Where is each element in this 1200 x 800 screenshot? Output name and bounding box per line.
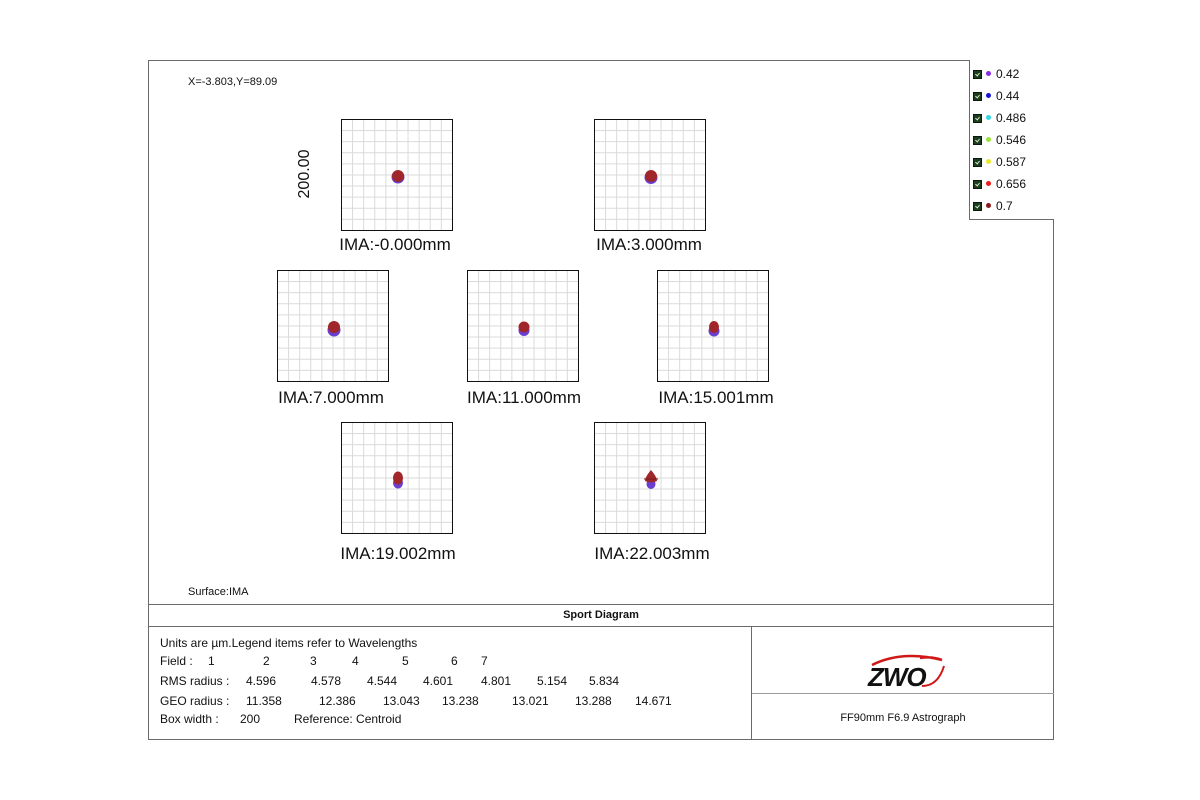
wavelength-legend: 0.42 0.44 0.486 0.546 0.587 0.656 0.7 <box>969 60 1054 220</box>
divider <box>752 693 1054 694</box>
box-size-label: 200.00 <box>296 149 313 199</box>
zwo-logo: ZWO <box>867 654 945 692</box>
legend-item[interactable]: 0.486 <box>970 110 1054 128</box>
field-label: IMA:11.000mm <box>466 388 582 407</box>
divider <box>751 627 752 740</box>
spot-box-field-6 <box>341 422 453 534</box>
legend-dot-icon <box>986 71 991 76</box>
checkbox-icon[interactable] <box>973 70 982 79</box>
legend-dot-icon <box>986 93 991 98</box>
field-label: IMA:19.002mm <box>340 544 456 563</box>
diagram-title: Sport Diagram <box>563 609 639 621</box>
svg-text:ZWO: ZWO <box>867 662 926 692</box>
legend-item[interactable]: 0.7 <box>970 198 1054 216</box>
spot-pattern <box>644 470 658 489</box>
field-label: IMA:15.001mm <box>658 388 774 407</box>
plot-frame <box>148 60 1054 740</box>
spot-pattern <box>708 321 720 337</box>
spot-box-field-7 <box>594 422 706 534</box>
checkbox-icon[interactable] <box>973 202 982 211</box>
spot-pattern <box>644 170 658 184</box>
legend-item[interactable]: 0.546 <box>970 132 1054 150</box>
legend-dot-icon <box>986 115 991 120</box>
legend-dot-icon <box>986 137 991 142</box>
field-label: IMA:7.000mm <box>278 388 384 407</box>
checkbox-icon[interactable] <box>973 114 982 123</box>
legend-item[interactable]: 0.587 <box>970 154 1054 172</box>
spot-box-field-1 <box>341 119 453 231</box>
spot-pattern <box>393 471 403 489</box>
spot-box-field-2 <box>594 119 706 231</box>
diagram-title-bar: Sport Diagram <box>148 604 1054 627</box>
spot-box-field-3 <box>277 270 389 382</box>
checkbox-icon[interactable] <box>973 158 982 167</box>
spot-pattern <box>391 170 405 184</box>
legend-dot-icon <box>986 203 991 208</box>
surface-label: Surface:IMA <box>188 586 249 598</box>
spot-pattern <box>518 321 530 336</box>
product-name: FF90mm F6.9 Astrograph <box>840 712 966 724</box>
legend-item[interactable]: 0.656 <box>970 176 1054 194</box>
legend-dot-icon <box>986 181 991 186</box>
units-note: Units are µm.Legend items refer to Wavel… <box>160 636 418 650</box>
legend-item[interactable]: 0.42 <box>970 66 1054 84</box>
field-label: IMA:-0.000mm <box>339 235 451 254</box>
legend-item[interactable]: 0.44 <box>970 88 1054 106</box>
coordinate-readout: X=-3.803,Y=89.09 <box>188 76 278 88</box>
checkbox-icon[interactable] <box>973 136 982 145</box>
field-label: IMA:3.000mm <box>596 235 702 254</box>
spot-box-field-4 <box>467 270 579 382</box>
field-label: IMA:22.003mm <box>594 544 710 563</box>
spot-pattern <box>327 321 341 337</box>
checkbox-icon[interactable] <box>973 92 982 101</box>
spot-box-field-5 <box>657 270 769 382</box>
checkbox-icon[interactable] <box>973 180 982 189</box>
legend-dot-icon <box>986 159 991 164</box>
